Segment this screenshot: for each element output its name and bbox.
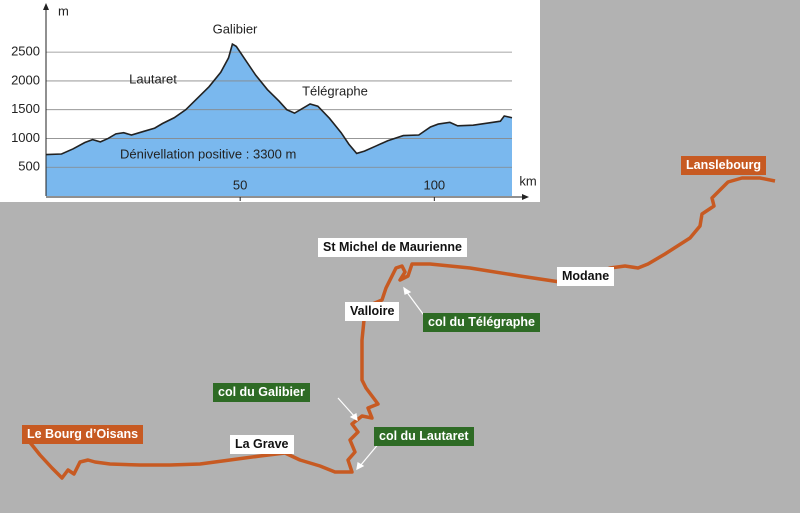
y-tick-label: 1000 [11, 130, 40, 145]
elevation-line [45, 42, 513, 156]
y-tick-label: 2500 [11, 44, 40, 59]
place-label: Modane [557, 267, 615, 286]
place-label: Le Bourg d’Oisans [22, 425, 144, 444]
annotation: Télégraphe [302, 83, 368, 98]
annotation: Galibier [213, 21, 258, 36]
place-label: La Grave [230, 435, 294, 454]
annotation: Dénivellation positive : 3300 m [120, 146, 296, 161]
x-tick-label: 100 [423, 177, 445, 192]
place-label: St Michel de Maurienne [318, 238, 467, 257]
y-tick-label: 2000 [11, 72, 40, 87]
route [26, 176, 776, 480]
y-axis-label: m [58, 3, 69, 18]
pass-label: col du Galibier [213, 383, 310, 402]
pass-label: col du Télégraphe [423, 313, 540, 332]
x-axis-arrow [522, 194, 529, 200]
y-tick-label: 1500 [11, 101, 40, 116]
place-label: Lanslebourg [681, 156, 767, 175]
y-tick-label: 500 [18, 159, 40, 174]
x-axis-label: km [519, 173, 536, 188]
annotation: Lautaret [129, 71, 177, 86]
x-tick-label: 50 [233, 177, 247, 192]
y-axis-arrow [43, 3, 49, 10]
pass-label: col du Lautaret [374, 427, 474, 446]
elevation-area [46, 44, 512, 196]
place-label: Valloire [345, 302, 400, 321]
pointers [337, 286, 427, 471]
